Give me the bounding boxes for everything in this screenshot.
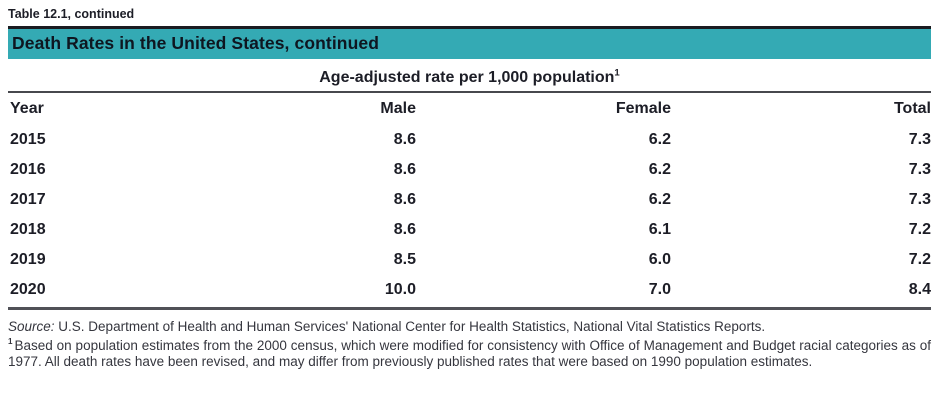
source-text: U.S. Department of Health and Human Serv… bbox=[58, 318, 766, 334]
cell-female: 7.0 bbox=[648, 280, 671, 298]
column-group-header: Age-adjusted rate per 1,000 population1 bbox=[8, 68, 931, 87]
column-header-male: Male bbox=[380, 99, 416, 117]
column-group-footnote-marker: 1 bbox=[614, 67, 620, 79]
column-group-header-text: Age-adjusted rate per 1,000 population bbox=[319, 68, 615, 86]
column-header-total: Total bbox=[893, 99, 931, 117]
cell-year: 2015 bbox=[10, 130, 46, 148]
footnote-marker: 1 bbox=[8, 337, 13, 346]
cell-female: 6.1 bbox=[648, 220, 671, 238]
cell-total: 7.2 bbox=[908, 220, 931, 238]
cell-female: 6.2 bbox=[648, 190, 671, 208]
cell-year: 2016 bbox=[10, 160, 46, 178]
cell-male: 8.5 bbox=[393, 250, 416, 268]
table-title: Death Rates in the United States, contin… bbox=[12, 33, 379, 53]
cell-total: 7.2 bbox=[908, 250, 931, 268]
table-title-bar: Death Rates in the United States, contin… bbox=[8, 28, 931, 59]
table-row: 2018 8.6 6.1 7.2 bbox=[8, 215, 931, 245]
source-label: Source: bbox=[8, 318, 55, 334]
cell-female: 6.2 bbox=[648, 160, 671, 178]
column-header-female: Female bbox=[615, 99, 671, 117]
cell-year: 2017 bbox=[10, 190, 46, 208]
cell-male: 10.0 bbox=[384, 280, 416, 298]
cell-male: 8.6 bbox=[393, 190, 416, 208]
cell-male: 8.6 bbox=[393, 160, 416, 178]
footnote-text: Based on population estimates from the 2… bbox=[8, 337, 931, 370]
document-page: Table 12.1, continued Death Rates in the… bbox=[8, 7, 931, 371]
source-note: Source: U.S. Department of Health and Hu… bbox=[8, 319, 931, 335]
cell-male: 8.6 bbox=[393, 130, 416, 148]
table-row: 2019 8.5 6.0 7.2 bbox=[8, 245, 931, 275]
cell-female: 6.2 bbox=[648, 130, 671, 148]
bottom-rule bbox=[8, 306, 931, 310]
table-header-row: Year Male Female Total bbox=[8, 93, 931, 125]
footnote: 1 Based on population estimates from the … bbox=[8, 337, 931, 371]
table-caption: Table 12.1, continued bbox=[8, 7, 135, 21]
column-header-year: Year bbox=[10, 99, 44, 117]
table-row: 2020 10.0 7.0 8.4 bbox=[8, 275, 931, 305]
table-row: 2017 8.6 6.2 7.3 bbox=[8, 185, 931, 215]
cell-male: 8.6 bbox=[393, 220, 416, 238]
cell-year: 2019 bbox=[10, 250, 46, 268]
table-row: 2015 8.6 6.2 7.3 bbox=[8, 125, 931, 155]
cell-year: 2020 bbox=[10, 280, 46, 298]
death-rates-table: Year Male Female Total 2015 8.6 6.2 7.3 … bbox=[8, 93, 931, 305]
header-rule bbox=[8, 90, 931, 93]
table-row: 2016 8.6 6.2 7.3 bbox=[8, 155, 931, 185]
cell-female: 6.0 bbox=[648, 250, 671, 268]
cell-total: 7.3 bbox=[908, 190, 931, 208]
cell-total: 7.3 bbox=[908, 130, 931, 148]
cell-year: 2018 bbox=[10, 220, 46, 238]
cell-total: 7.3 bbox=[908, 160, 931, 178]
top-rule bbox=[8, 26, 931, 29]
cell-total: 8.4 bbox=[908, 280, 931, 298]
